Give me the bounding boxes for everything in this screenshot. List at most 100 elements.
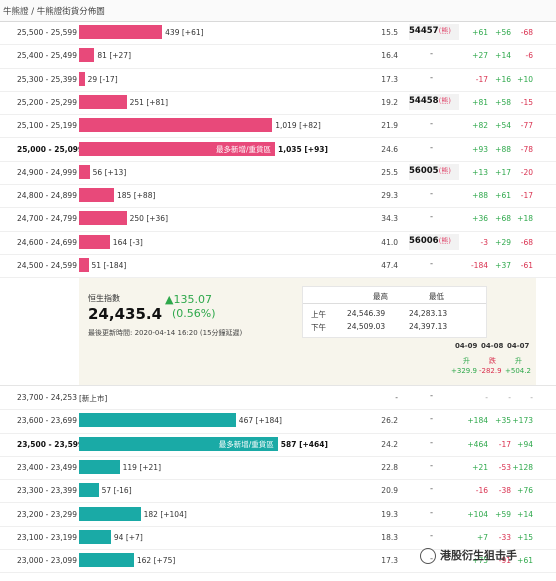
distance-pct: 47.4 bbox=[381, 261, 398, 270]
bear-tag: (熊) bbox=[438, 236, 452, 245]
count-delta: [-184] bbox=[103, 261, 127, 270]
change-3: +76 bbox=[517, 486, 533, 496]
volume-bar bbox=[79, 234, 110, 249]
count-delta: [+61] bbox=[181, 28, 204, 37]
change-2: +35 bbox=[495, 416, 511, 426]
change-2: -17 bbox=[498, 439, 511, 449]
price-range: 25,100 - 25,199 bbox=[17, 121, 77, 131]
count-value: 185 bbox=[117, 191, 132, 201]
table-row[interactable]: 23,300 - 23,399 57 [-16] 20.9 - -16 -38 +76 bbox=[0, 479, 556, 504]
table-row[interactable]: 25,200 - 25,299 251 [+81] 19.2 54458(熊) +81 +… bbox=[0, 91, 556, 116]
warrant-code[interactable]: 56006(熊) bbox=[409, 233, 459, 250]
volume-bar: 最多新增/重貨區 bbox=[79, 436, 278, 451]
count-delta: [+27] bbox=[109, 51, 132, 61]
warrant-code[interactable]: 54458(熊) bbox=[409, 93, 459, 110]
warrant-code[interactable]: 56005(熊) bbox=[409, 163, 459, 180]
table-row[interactable]: 23,600 - 23,699 467 [+184] 26.2 - +184 +35 +17… bbox=[0, 409, 556, 434]
volume-bar bbox=[79, 483, 99, 498]
warrant-code: - bbox=[430, 259, 434, 269]
most-added-label: 最多新增/重貨區 bbox=[215, 144, 271, 154]
table-row[interactable]: 23,500 - 23,599 最多新增/重貨區 587 [+464] 24.2 - +4… bbox=[0, 433, 556, 457]
price-range: 24,700 - 24,799 bbox=[17, 214, 77, 224]
table-row[interactable]: 25,000 - 25,099 最多新增/重貨區 1,035 [+93] 24.6 - +… bbox=[0, 138, 556, 162]
count-delta: [-3] bbox=[129, 237, 143, 247]
distance-pct: 22.8 bbox=[381, 462, 398, 472]
change-3: -68 bbox=[520, 237, 533, 247]
change-3: -77 bbox=[520, 121, 533, 131]
change-3: +10 bbox=[517, 74, 533, 84]
warrant-code[interactable]: 54457(熊) bbox=[409, 24, 459, 40]
table-row[interactable]: 24,900 - 24,999 56 [+13] 25.5 56005(熊) +13 +1… bbox=[0, 161, 556, 186]
volume-count: 1,035 [+93] bbox=[278, 145, 328, 154]
count-value: 162 bbox=[136, 556, 152, 566]
table-row[interactable]: 23,100 - 23,199 94 [+7] 18.3 - +7 -33 +15 bbox=[0, 526, 556, 551]
volume-count: 119 [+21] bbox=[123, 463, 161, 472]
distance-pct: 25.5 bbox=[381, 167, 398, 177]
distance-pct: 16.4 bbox=[381, 51, 398, 61]
count-delta: [+88] bbox=[133, 191, 156, 201]
volume-count: 81 [+27] bbox=[97, 51, 131, 60]
count-delta: [+464] bbox=[299, 439, 328, 449]
change-2: - bbox=[508, 393, 511, 402]
watermark: 港股衍生狙击手 bbox=[420, 547, 517, 564]
breadcrumb-text: 牛熊證 / 牛熊證街貨分佈圖 bbox=[3, 7, 105, 17]
table-row[interactable]: 23,200 - 23,299 182 [+104] 19.3 - +104 +59 +14 bbox=[0, 503, 556, 527]
volume-count: 56 [+13] bbox=[93, 168, 127, 177]
distance-pct: 29.3 bbox=[381, 191, 398, 201]
volume-count: 51 [-184] bbox=[92, 261, 127, 270]
change-3: -68 bbox=[520, 28, 533, 37]
price-range: 23,400 - 23,499 bbox=[17, 462, 77, 472]
change-2: -33 bbox=[498, 532, 511, 542]
table-row[interactable]: 25,300 - 25,399 29 [-17] 17.3 - -17 +16 +10 bbox=[0, 68, 556, 92]
table-row[interactable]: 25,500 - 25,599 439 [+61] 15.5 54457(熊) +61 +… bbox=[0, 21, 556, 46]
new-listing-label: [新上市] bbox=[79, 394, 108, 403]
change-3: +128 bbox=[512, 462, 533, 472]
pm-label: 下午 bbox=[311, 323, 326, 332]
table-row[interactable]: 25,100 - 25,199 1,019 [+82] 21.9 - +82 +54 -77 bbox=[0, 114, 556, 139]
warrant-code: - bbox=[430, 212, 434, 223]
change-2: +56 bbox=[495, 28, 511, 37]
table-row[interactable]: 24,800 - 24,899 185 [+88] 29.3 - +88 +61 -17 bbox=[0, 184, 556, 209]
warrant-code: - bbox=[430, 72, 434, 83]
warrant-code: - bbox=[430, 391, 434, 401]
table-row[interactable]: 23,700 - 24,253 [新上市] - - - - - bbox=[0, 386, 556, 411]
table-row[interactable]: 24,500 - 24,599 51 [-184] 47.4 - -184 +37 -61 bbox=[0, 254, 556, 279]
count-value: 94 bbox=[113, 532, 124, 542]
table-row[interactable]: 23,400 - 23,499 119 [+21] 22.8 - +21 -53 +128 bbox=[0, 456, 556, 481]
volume-count: 250 [+36] bbox=[130, 214, 168, 223]
count-delta: [+184] bbox=[255, 416, 282, 426]
volume-bar bbox=[79, 94, 127, 109]
distance-pct: 19.3 bbox=[381, 509, 398, 519]
table-row[interactable]: 24,700 - 24,799 250 [+36] 34.3 - +36 +68 +18 bbox=[0, 207, 556, 232]
count-value: 1,019 bbox=[275, 121, 297, 131]
price-range: 25,200 - 25,299 bbox=[17, 97, 77, 107]
table-row[interactable]: 25,400 - 25,499 81 [+27] 16.4 - +27 +14 -6 bbox=[0, 44, 556, 69]
warrant-code: - bbox=[430, 189, 434, 200]
price-range: 23,100 - 23,199 bbox=[17, 532, 77, 542]
change-1: +82 bbox=[472, 121, 488, 131]
change-3: -17 bbox=[520, 191, 533, 201]
change-3: -78 bbox=[520, 144, 533, 154]
code-value: 54458 bbox=[409, 95, 439, 106]
count-delta: [+7] bbox=[125, 532, 143, 542]
distance-pct: 15.5 bbox=[381, 28, 398, 37]
table-row[interactable]: 24,600 - 24,699 164 [-3] 41.0 56006(熊) -3 +29… bbox=[0, 231, 556, 255]
code-value: 56006 bbox=[409, 235, 439, 246]
volume-bar bbox=[79, 459, 120, 474]
count-value: 439 bbox=[165, 28, 180, 37]
volume-bar bbox=[79, 48, 95, 63]
volume-count: 29 [-17] bbox=[88, 75, 118, 84]
change-3: +61 bbox=[517, 556, 533, 566]
index-change-pct: (0.56%) bbox=[172, 307, 216, 320]
warrant-code: - bbox=[430, 530, 434, 541]
warrant-code: - bbox=[430, 119, 434, 130]
count-delta: [+21] bbox=[139, 462, 161, 472]
count-value: 467 bbox=[238, 416, 254, 426]
volume-count: 467 [+184] bbox=[239, 416, 282, 425]
move-3: 升 bbox=[515, 357, 522, 365]
bear-tag: (熊) bbox=[438, 166, 452, 175]
most-added-label: 最多新增/重貨區 bbox=[218, 439, 274, 449]
change-1: +61 bbox=[472, 28, 488, 37]
volume-bar bbox=[79, 506, 141, 521]
volume-count: 439 [+61] bbox=[165, 28, 203, 37]
